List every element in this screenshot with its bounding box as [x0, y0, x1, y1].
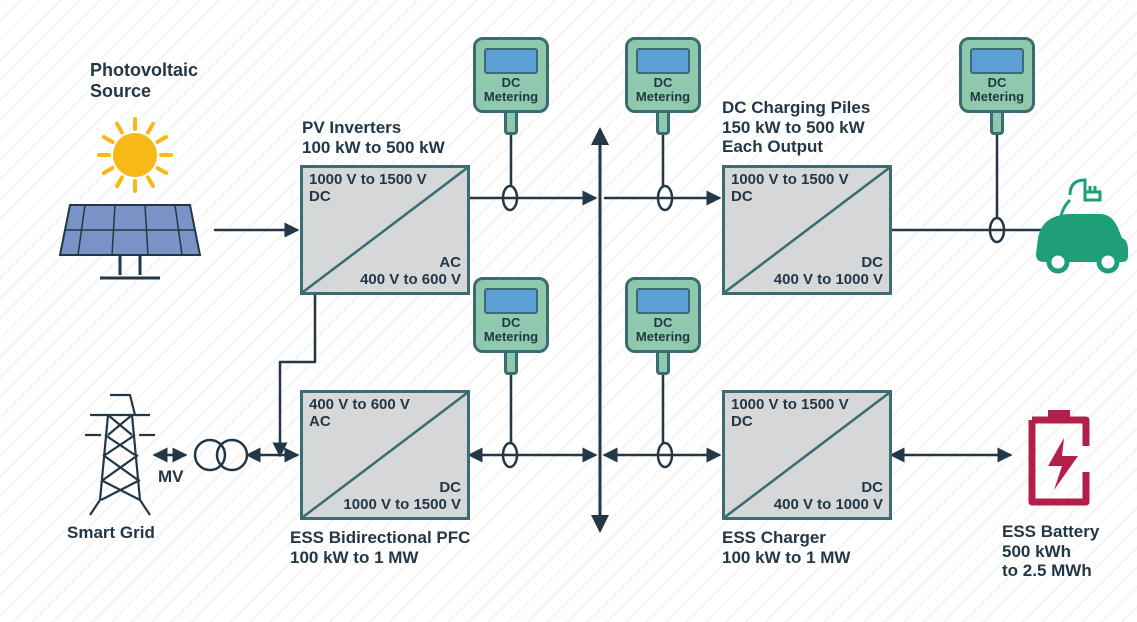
dc-meter-label: DC Metering	[628, 316, 698, 345]
ess_battery-label: ESS Battery 500 kWh to 2.5 MWh	[1002, 522, 1099, 581]
pv_inverters_title-label: PV Inverters 100 kW to 500 kW	[302, 118, 445, 157]
dc-meter-label: DC Metering	[476, 76, 546, 105]
dc-meter-label: DC Metering	[962, 76, 1032, 105]
ess_charger_title-label: ESS Charger 100 kW to 1 MW	[722, 528, 850, 567]
dc-meter-label: DC Metering	[628, 76, 698, 105]
ess_pfc_title-label: ESS Bidirectional PFC 100 kW to 1 MW	[290, 528, 470, 567]
smart_grid-label: Smart Grid	[67, 523, 155, 543]
dc-meter-m5: DC Metering	[954, 37, 1040, 137]
dc-meter-m4: DC Metering	[620, 277, 706, 377]
ess_pfc-top-text: 400 V to 600 V AC	[309, 397, 410, 430]
pv_source-label: Photovoltaic Source	[90, 60, 198, 101]
dc-meter-m2: DC Metering	[620, 37, 706, 137]
pv_inverter-bottom-text: AC 400 V to 600 V	[360, 255, 461, 288]
mv-label: MV	[158, 467, 184, 487]
ess_charger-top-text: 1000 V to 1500 V DC	[731, 397, 849, 430]
ess_pfc-converter: 400 V to 600 V AC DC 1000 V to 1500 V	[300, 390, 470, 520]
dc-meter-m1: DC Metering	[468, 37, 554, 137]
dc_charging_title-label: DC Charging Piles 150 kW to 500 kW Each …	[722, 98, 870, 157]
ess_charger-bottom-text: DC 400 V to 1000 V	[774, 480, 883, 513]
ess_pfc-bottom-text: DC 1000 V to 1500 V	[343, 480, 461, 513]
pv_inverter-top-text: 1000 V to 1500 V DC	[309, 172, 427, 205]
dc-meter-m3: DC Metering	[468, 277, 554, 377]
dc-meter-label: DC Metering	[476, 316, 546, 345]
dc_pile-top-text: 1000 V to 1500 V DC	[731, 172, 849, 205]
dc_pile-bottom-text: DC 400 V to 1000 V	[774, 255, 883, 288]
pv_inverter-converter: 1000 V to 1500 V DC AC 400 V to 600 V	[300, 165, 470, 295]
dc_pile-converter: 1000 V to 1500 V DC DC 400 V to 1000 V	[722, 165, 892, 295]
ess_charger-converter: 1000 V to 1500 V DC DC 400 V to 1000 V	[722, 390, 892, 520]
